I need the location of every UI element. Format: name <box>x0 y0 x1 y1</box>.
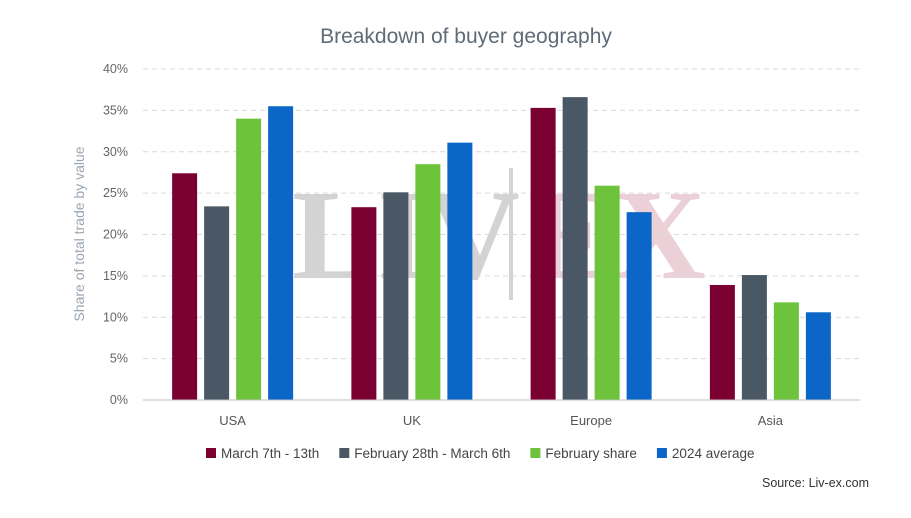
bar-usa-series-1 <box>172 173 198 400</box>
x-category-label: UK <box>403 413 421 428</box>
y-tick-label: 10% <box>103 310 128 324</box>
x-category-label: USA <box>219 413 246 428</box>
bar-asia-series-4 <box>805 312 831 400</box>
bar-europe-series-3 <box>594 185 620 400</box>
bars <box>172 97 831 401</box>
chart-title: Breakdown of buyer geography <box>320 25 612 48</box>
legend-label: March 7th - 13th <box>221 446 319 461</box>
bar-usa-series-3 <box>236 118 262 401</box>
y-tick-label: 5% <box>110 352 128 366</box>
bar-usa-series-4 <box>268 106 294 401</box>
source-note: Source: Liv-ex.com <box>762 476 869 490</box>
bar-asia-series-2 <box>741 275 767 400</box>
bar-uk-series-1 <box>351 207 377 400</box>
watermark-divider <box>509 168 513 300</box>
gridlines <box>143 68 860 360</box>
y-tick-label: 40% <box>103 62 128 76</box>
y-tick-label: 35% <box>103 103 128 117</box>
y-tick-label: 0% <box>110 393 128 407</box>
legend-swatch <box>656 448 667 458</box>
legend-swatch <box>206 448 216 458</box>
bar-uk-series-2 <box>383 192 409 400</box>
legend-label: February share <box>545 446 637 461</box>
bar-uk-series-3 <box>415 164 441 400</box>
bar-usa-series-2 <box>204 206 230 400</box>
bar-europe-series-1 <box>530 107 556 400</box>
bar-europe-series-2 <box>562 97 588 400</box>
y-tick-label: 20% <box>103 228 128 242</box>
y-tick-label: 25% <box>103 186 128 200</box>
bar-europe-series-4 <box>626 212 652 400</box>
y-tick-label: 15% <box>103 269 128 283</box>
legend-label: February 28th - March 6th <box>354 446 510 461</box>
y-tick-label: 30% <box>103 145 128 159</box>
bar-uk-series-4 <box>447 142 473 400</box>
legend-label: 2024 average <box>672 446 755 461</box>
x-axis-categories: USA UK Europe Asia <box>219 413 784 428</box>
y-axis-ticks: 0% 5% 10% 15% 20% 25% 30% 35% 40% <box>103 62 128 407</box>
bar-asia-series-3 <box>773 302 799 400</box>
x-category-label: Asia <box>758 413 784 428</box>
x-category-label: Europe <box>570 413 612 428</box>
bar-asia-series-1 <box>709 284 735 400</box>
y-axis-label: Share of total trade by value <box>71 146 87 321</box>
legend: March 7th - 13th February 28th - March 6t… <box>206 446 755 461</box>
legend-swatch <box>339 448 350 458</box>
legend-swatch <box>530 448 541 458</box>
